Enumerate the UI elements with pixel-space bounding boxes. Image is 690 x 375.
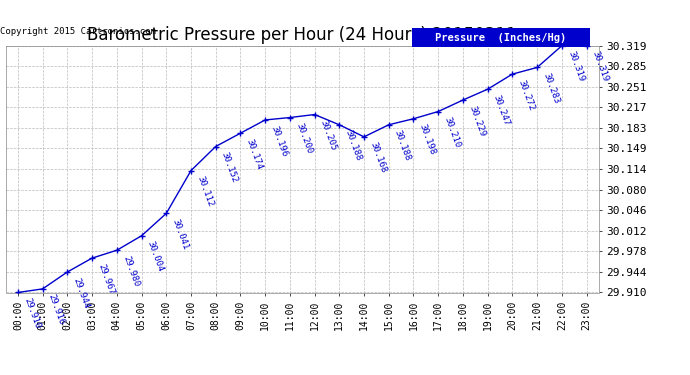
Text: 30.319: 30.319 <box>566 50 586 83</box>
Text: 30.205: 30.205 <box>319 119 338 152</box>
Text: 30.004: 30.004 <box>146 240 165 273</box>
Text: 30.210: 30.210 <box>442 116 462 149</box>
Text: 30.200: 30.200 <box>294 122 313 155</box>
Text: Copyright 2015 Cartronics.com: Copyright 2015 Cartronics.com <box>0 27 155 36</box>
Text: 30.229: 30.229 <box>467 104 486 138</box>
Text: 29.916: 29.916 <box>47 293 66 326</box>
Text: 30.152: 30.152 <box>220 151 239 184</box>
Text: 30.196: 30.196 <box>269 124 289 158</box>
Text: 29.967: 29.967 <box>96 262 116 296</box>
FancyBboxPatch shape <box>412 28 590 47</box>
Text: 29.944: 29.944 <box>72 276 91 309</box>
Text: 30.188: 30.188 <box>393 129 413 162</box>
Text: 30.319: 30.319 <box>591 50 610 83</box>
Text: 30.283: 30.283 <box>541 72 561 105</box>
Text: 30.112: 30.112 <box>195 175 215 208</box>
Text: 30.041: 30.041 <box>170 217 190 251</box>
Text: 30.247: 30.247 <box>492 93 511 127</box>
Text: 30.168: 30.168 <box>368 141 388 174</box>
Text: 30.198: 30.198 <box>417 123 437 156</box>
Text: 29.910: 29.910 <box>22 297 41 330</box>
Text: 29.980: 29.980 <box>121 254 141 288</box>
Text: 30.272: 30.272 <box>517 78 536 112</box>
Title: Barometric Pressure per Hour (24 Hours) 20150311: Barometric Pressure per Hour (24 Hours) … <box>88 26 517 44</box>
Text: Pressure  (Inches/Hg): Pressure (Inches/Hg) <box>435 33 566 43</box>
Text: 30.188: 30.188 <box>344 129 363 162</box>
Text: 30.174: 30.174 <box>244 137 264 171</box>
